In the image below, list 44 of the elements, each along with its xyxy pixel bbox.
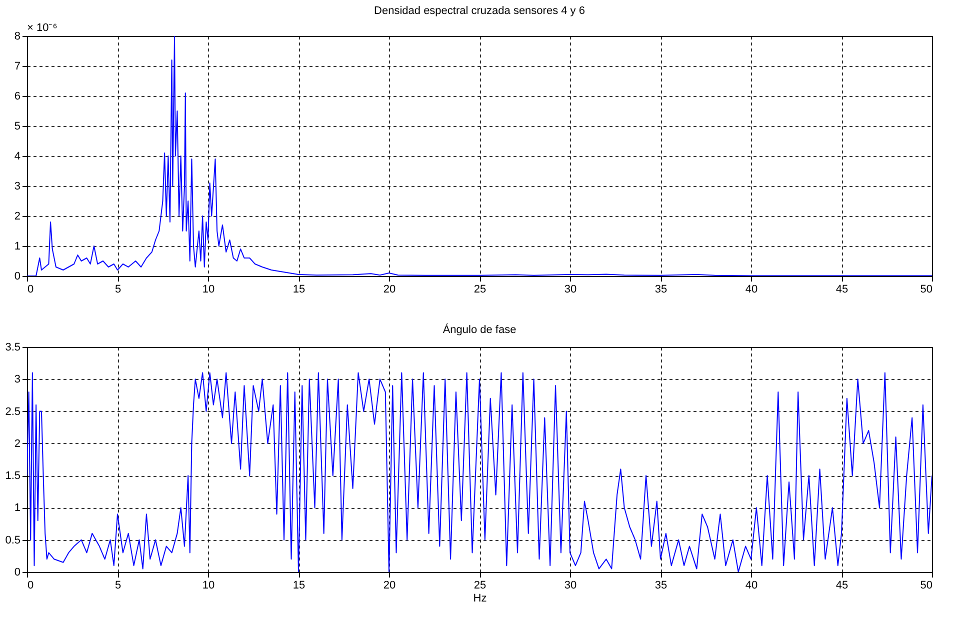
y-tick-label: 2.5 [5,406,20,418]
y-tick-label: 0 [14,566,20,578]
x-tick-label: 35 [654,580,668,592]
x-tick-label: 15 [292,284,306,296]
x-tick-label: 45 [836,284,848,296]
y-tick-label: 1 [14,240,20,252]
x-tick-label: 20 [383,580,396,592]
y-tick-label: 1 [14,502,20,514]
y-tick-label: 0 [14,270,20,282]
y-tick-label: 3 [14,374,20,386]
chart-title: Ángulo de fase [442,323,516,336]
x-tick-label: 30 [564,284,577,296]
x-tick-label: 0 [28,580,34,592]
x-tick-label: 20 [383,284,396,296]
x-tick-label: 50 [920,284,932,296]
y-tick-label: 4 [14,150,20,162]
text: × 10⁻⁶ [27,22,58,34]
y-tick-label: 5 [14,120,20,132]
x-tick-label: 50 [920,580,932,592]
y-tick-label: 1.5 [5,470,20,482]
x-tick-label: 5 [114,284,122,296]
x-tick-label: 40 [745,284,758,296]
x-tick-label: 25 [474,284,486,296]
x-tick-label: 0 [28,284,34,296]
x-tick-label: 10 [202,580,215,592]
x-tick-label: 15 [292,580,306,592]
x-tick-label: 30 [564,580,577,592]
x-tick-label: 40 [745,580,758,592]
y-tick-label: 8 [14,30,20,42]
line-series [27,372,932,572]
x-axis-title: Hz [473,592,487,604]
x-tick-label: 25 [474,580,486,592]
y-tick-label: 7 [14,60,20,72]
x-tick-label: 45 [836,580,848,592]
x-tick-label: 10 [202,284,215,296]
chart-title: Densidad espectral cruzada sensores 4 y 6 [374,5,585,17]
y-tick-label: 3 [14,180,20,192]
y-tick-label: 2 [14,210,20,222]
x-tick-label: 5 [114,580,122,592]
y-tick-label: 0.5 [5,534,20,546]
y-tick-label: 2 [14,438,20,450]
y-tick-label: 3.5 [5,342,20,354]
x-tick-label: 35 [654,284,668,296]
y-tick-label: 6 [14,90,20,102]
